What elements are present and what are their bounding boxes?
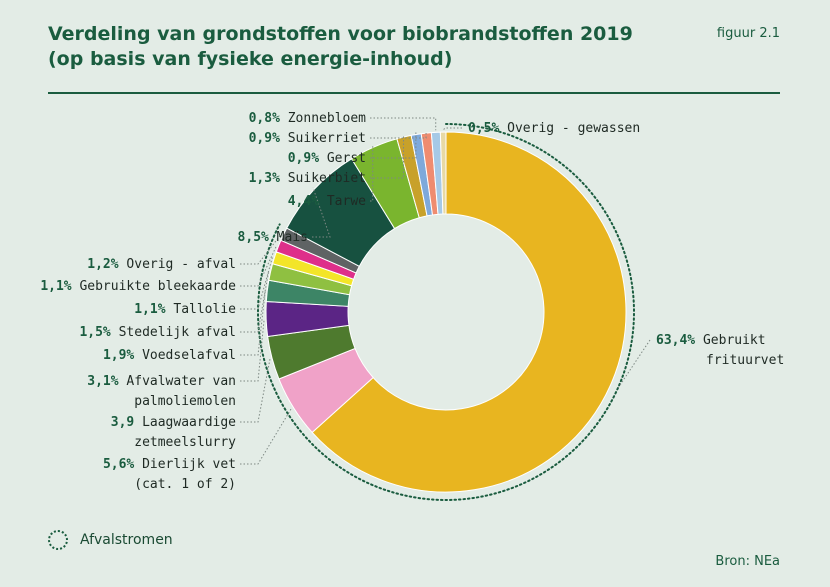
leader-line-15 [442, 127, 462, 131]
slice-label-9: 8,5% Maïs [238, 230, 308, 245]
slice-label-4: 1,9% Voedselafval [103, 348, 236, 363]
title-line-2: (op basis van fysieke energie-inhoud) [48, 48, 453, 70]
leader-line-7 [240, 245, 278, 287]
leader-line-10 [370, 145, 374, 202]
slice-label-8: 1,2% Overig - afval [87, 257, 236, 272]
leader-line-0 [617, 339, 651, 389]
waste-stream-ring [257, 123, 636, 501]
leader-line-14 [370, 117, 437, 131]
slice-label-1: 5,6% Dierlijk vet (cat. 1 of 2) [103, 457, 236, 492]
slice-15 [439, 131, 447, 215]
dotted-ring-icon [48, 530, 68, 550]
title-line-1: Verdeling van grondstoffen voor biobrand… [48, 23, 633, 45]
slice-label-0: 63,4% Gebruikt frituurvet [656, 333, 784, 368]
legend-label: Afvalstromen [80, 532, 173, 548]
legend: Afvalstromen [48, 530, 173, 550]
leader-line-3 [240, 319, 265, 382]
leader-line-8 [240, 232, 283, 265]
source-note: Bron: NEa [715, 554, 780, 569]
slice-label-11: 1,3% Suikerbiet [249, 171, 366, 186]
title-divider [48, 92, 780, 94]
leader-line-1 [240, 407, 292, 465]
slice-label-5: 1,5% Stedelijk afval [79, 325, 236, 340]
slice-label-12: 0,9% Gerst [288, 151, 366, 166]
leader-line-6 [240, 257, 273, 310]
figure-number: figuur 2.1 [716, 26, 780, 41]
leader-line-9 [312, 187, 331, 238]
slice-label-2: 3,9 Laagwaardige zetmeelslurry [111, 415, 236, 450]
leader-line-4 [240, 290, 266, 356]
slice-label-3: 3,1% Afvalwater van palmoliemolen [87, 374, 236, 409]
leader-line-12 [370, 132, 417, 159]
slice-label-10: 4,4% Tarwe [288, 194, 366, 209]
slice-label-6: 1,1% Tallolie [134, 302, 236, 317]
slice-0 [311, 131, 627, 493]
leader-line-13 [370, 131, 427, 139]
slice-label-15: 0,5% Overig - gewassen [468, 121, 640, 136]
slice-label-7: 1,1% Gebruikte bleekaarde [40, 279, 236, 294]
leader-line-11 [370, 135, 405, 179]
leader-line-2 [240, 358, 271, 423]
page-title: Verdeling van grondstoffen voor biobrand… [48, 22, 633, 72]
slice-label-14: 0,8% Zonnebloem [249, 111, 367, 126]
leader-line-5 [240, 271, 270, 333]
slice-label-13: 0,9% Suikerriet [249, 131, 366, 146]
